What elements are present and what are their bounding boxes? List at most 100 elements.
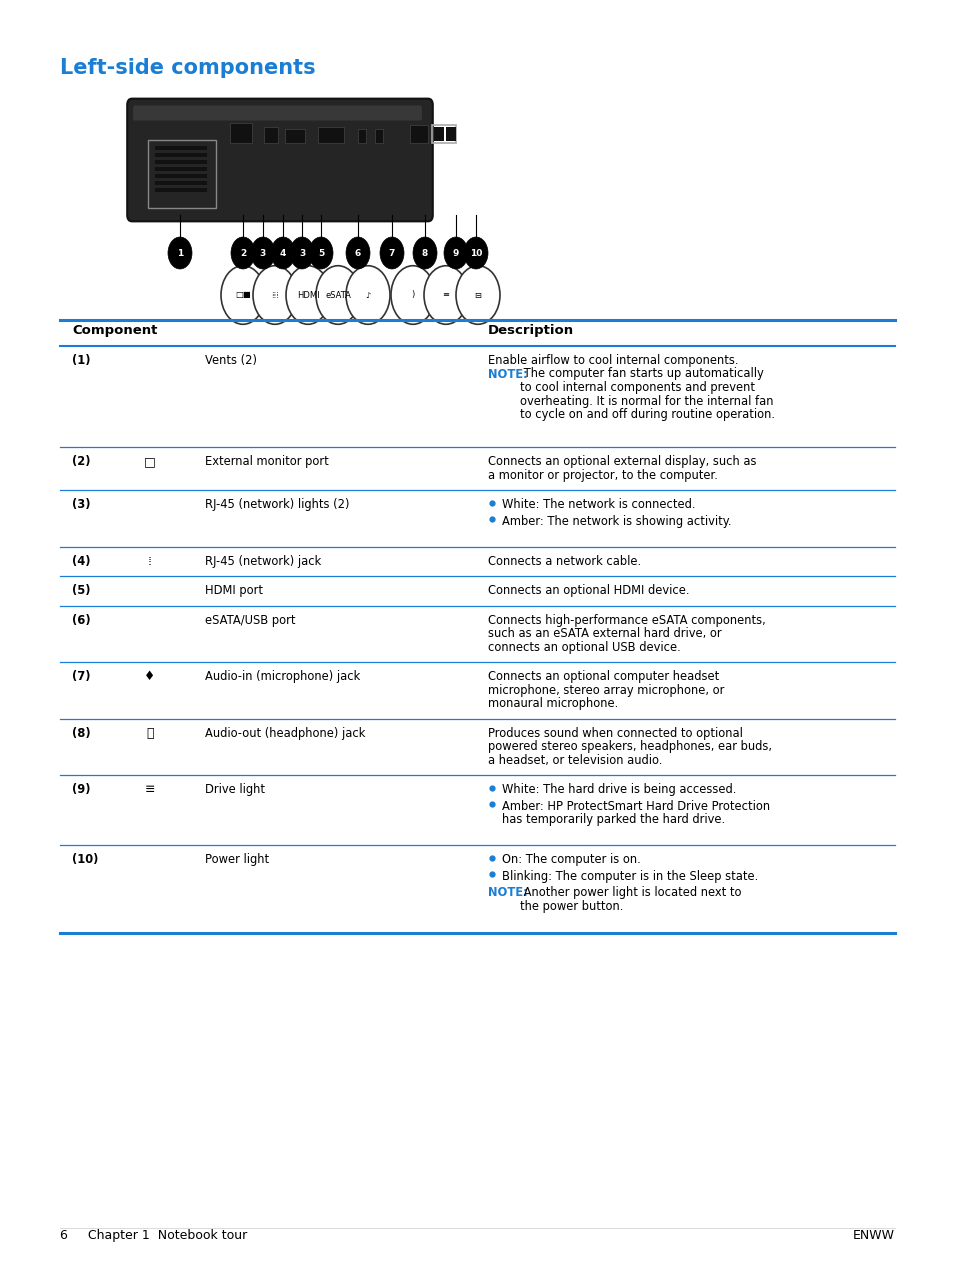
- Text: White: The hard drive is being accessed.: White: The hard drive is being accessed.: [501, 784, 736, 796]
- Bar: [154, 160, 207, 164]
- Text: Produces sound when connected to optional: Produces sound when connected to optiona…: [488, 726, 742, 739]
- Text: Audio-out (headphone) jack: Audio-out (headphone) jack: [205, 726, 365, 739]
- Bar: [264, 127, 277, 144]
- Bar: [154, 188, 207, 192]
- Text: Vents (2): Vents (2): [205, 354, 256, 367]
- Text: monaural microphone.: monaural microphone.: [488, 697, 618, 710]
- Bar: [154, 152, 207, 157]
- Text: Amber: HP ProtectSmart Hard Drive Protection: Amber: HP ProtectSmart Hard Drive Protec…: [501, 800, 769, 813]
- Text: The computer fan starts up automatically: The computer fan starts up automatically: [519, 367, 763, 381]
- Bar: [432, 124, 456, 144]
- Text: RJ-45 (network) lights (2): RJ-45 (network) lights (2): [205, 498, 349, 511]
- Text: ENWW: ENWW: [852, 1229, 894, 1242]
- Text: 4: 4: [279, 249, 286, 258]
- Text: ♦: ♦: [144, 671, 155, 683]
- Bar: [410, 124, 428, 144]
- Circle shape: [346, 237, 370, 269]
- Bar: [434, 127, 443, 141]
- Text: 6: 6: [355, 249, 361, 258]
- Text: HDMI port: HDMI port: [205, 584, 263, 597]
- Text: □■: □■: [234, 291, 251, 300]
- FancyBboxPatch shape: [127, 99, 433, 221]
- Text: Left-side components: Left-side components: [60, 58, 315, 77]
- Text: ≡: ≡: [145, 784, 155, 796]
- Text: a headset, or television audio.: a headset, or television audio.: [488, 753, 661, 767]
- Text: Connects an optional computer headset: Connects an optional computer headset: [488, 671, 719, 683]
- Circle shape: [315, 265, 359, 324]
- Bar: [317, 127, 344, 144]
- Text: Connects an optional external display, such as: Connects an optional external display, s…: [488, 455, 756, 469]
- Text: ⊟: ⊟: [474, 291, 481, 300]
- Circle shape: [231, 237, 254, 269]
- Circle shape: [253, 265, 296, 324]
- Text: 3: 3: [298, 249, 305, 258]
- Text: (10): (10): [71, 853, 98, 866]
- Text: connects an optional USB device.: connects an optional USB device.: [488, 640, 680, 654]
- Circle shape: [413, 237, 436, 269]
- Text: Drive light: Drive light: [205, 784, 265, 796]
- Circle shape: [286, 265, 330, 324]
- Circle shape: [463, 237, 488, 269]
- Circle shape: [423, 265, 468, 324]
- Text: 10: 10: [469, 249, 481, 258]
- Text: has temporarily parked the hard drive.: has temporarily parked the hard drive.: [501, 813, 724, 826]
- Circle shape: [391, 265, 435, 324]
- Circle shape: [271, 237, 294, 269]
- Text: (5): (5): [71, 584, 91, 597]
- Circle shape: [251, 237, 274, 269]
- Text: powered stereo speakers, headphones, ear buds,: powered stereo speakers, headphones, ear…: [488, 740, 771, 753]
- Text: (2): (2): [71, 455, 91, 469]
- Circle shape: [309, 237, 333, 269]
- Text: 3: 3: [259, 249, 266, 258]
- Bar: [154, 166, 207, 171]
- Text: 7: 7: [389, 249, 395, 258]
- Text: Component: Component: [71, 324, 157, 337]
- Text: Another power light is located next to: Another power light is located next to: [519, 886, 740, 899]
- Text: (9): (9): [71, 784, 91, 796]
- Text: 1: 1: [176, 249, 183, 258]
- Bar: [375, 130, 382, 144]
- Text: Connects a network cable.: Connects a network cable.: [488, 555, 640, 568]
- Text: (7): (7): [71, 671, 91, 683]
- Text: (3): (3): [71, 498, 91, 511]
- Circle shape: [168, 237, 192, 269]
- Text: 9: 9: [453, 249, 458, 258]
- Text: HDMI: HDMI: [296, 291, 319, 300]
- Bar: [230, 123, 252, 144]
- Text: White: The network is connected.: White: The network is connected.: [501, 498, 695, 511]
- Text: ): ): [411, 291, 415, 300]
- Circle shape: [456, 265, 499, 324]
- Text: 8: 8: [421, 249, 428, 258]
- Text: RJ-45 (network) jack: RJ-45 (network) jack: [205, 555, 321, 568]
- Text: such as an eSATA external hard drive, or: such as an eSATA external hard drive, or: [488, 627, 720, 640]
- Text: ⁞⁞⁞: ⁞⁞⁞: [271, 291, 278, 300]
- Text: Connects high-performance eSATA components,: Connects high-performance eSATA componen…: [488, 613, 765, 626]
- Circle shape: [221, 265, 265, 324]
- Text: Amber: The network is showing activity.: Amber: The network is showing activity.: [501, 514, 731, 527]
- Text: ⁞: ⁞: [148, 555, 152, 568]
- Bar: [446, 127, 456, 141]
- Text: overheating. It is normal for the internal fan: overheating. It is normal for the intern…: [519, 395, 773, 408]
- Bar: [154, 146, 207, 150]
- Bar: [148, 140, 215, 208]
- Bar: [357, 130, 366, 144]
- Text: a monitor or projector, to the computer.: a monitor or projector, to the computer.: [488, 469, 717, 481]
- Text: Power light: Power light: [205, 853, 269, 866]
- Text: ≡: ≡: [442, 291, 449, 300]
- Text: Audio-in (microphone) jack: Audio-in (microphone) jack: [205, 671, 360, 683]
- Text: ♪: ♪: [365, 291, 371, 300]
- Text: 6     Chapter 1  Notebook tour: 6 Chapter 1 Notebook tour: [60, 1229, 247, 1242]
- Text: On: The computer is on.: On: The computer is on.: [501, 853, 640, 866]
- Text: 2: 2: [239, 249, 246, 258]
- Text: (4): (4): [71, 555, 91, 568]
- Text: eSATA: eSATA: [325, 291, 351, 300]
- Text: (8): (8): [71, 726, 91, 739]
- Circle shape: [379, 237, 403, 269]
- Text: Description: Description: [488, 324, 574, 337]
- Text: (1): (1): [71, 354, 91, 367]
- Text: microphone, stereo array microphone, or: microphone, stereo array microphone, or: [488, 683, 723, 696]
- Text: the power button.: the power button.: [519, 899, 622, 913]
- Text: Connects an optional HDMI device.: Connects an optional HDMI device.: [488, 584, 689, 597]
- Text: External monitor port: External monitor port: [205, 455, 329, 469]
- Text: ⌒: ⌒: [146, 726, 153, 739]
